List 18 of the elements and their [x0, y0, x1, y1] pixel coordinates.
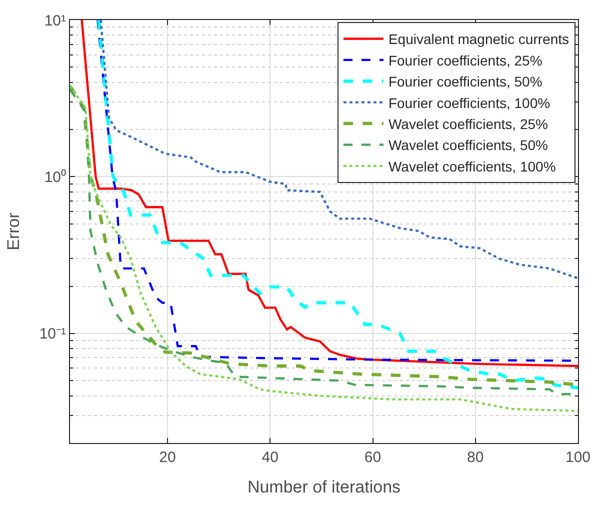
y-tick-label: 10⁰ [44, 168, 66, 186]
x-tick-label: 20 [159, 449, 176, 466]
legend-label: Equivalent magnetic currents [388, 31, 570, 48]
legend-label: Fourier coefficients, 25% [388, 52, 542, 68]
legend-label: Wavelet coefficients, 100% [388, 158, 556, 174]
x-axis-title: Number of iterations [247, 477, 401, 496]
x-tick-label: 80 [467, 449, 484, 466]
x-tick-label: 40 [262, 449, 278, 466]
x-tick-label: 100 [565, 449, 591, 466]
legend-label: Wavelet coefficients, 25% [388, 116, 548, 132]
legend-label: Wavelet coefficients, 50% [388, 137, 548, 154]
line-series [100, 20, 578, 280]
y-axis-title: Error [4, 212, 23, 250]
legend-label: Fourier coefficients, 50% [388, 74, 542, 90]
y-tick-label: 10⁻¹ [39, 326, 66, 343]
y-tick-label: 10¹ [44, 12, 66, 30]
x-tick-label: 60 [364, 449, 382, 466]
legend-label: Fourier coefficients, 100% [388, 94, 550, 111]
